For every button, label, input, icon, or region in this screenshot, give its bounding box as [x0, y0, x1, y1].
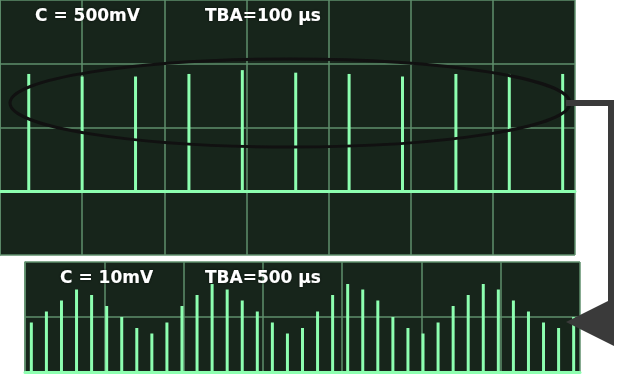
svg-text:C = 500mV: C = 500mV — [35, 5, 141, 25]
svg-text:C = 10mV: C = 10mV — [60, 267, 154, 287]
svg-text:TBA=100 µs: TBA=100 µs — [205, 5, 321, 25]
svg-text:TBA=500 µs: TBA=500 µs — [205, 267, 321, 287]
